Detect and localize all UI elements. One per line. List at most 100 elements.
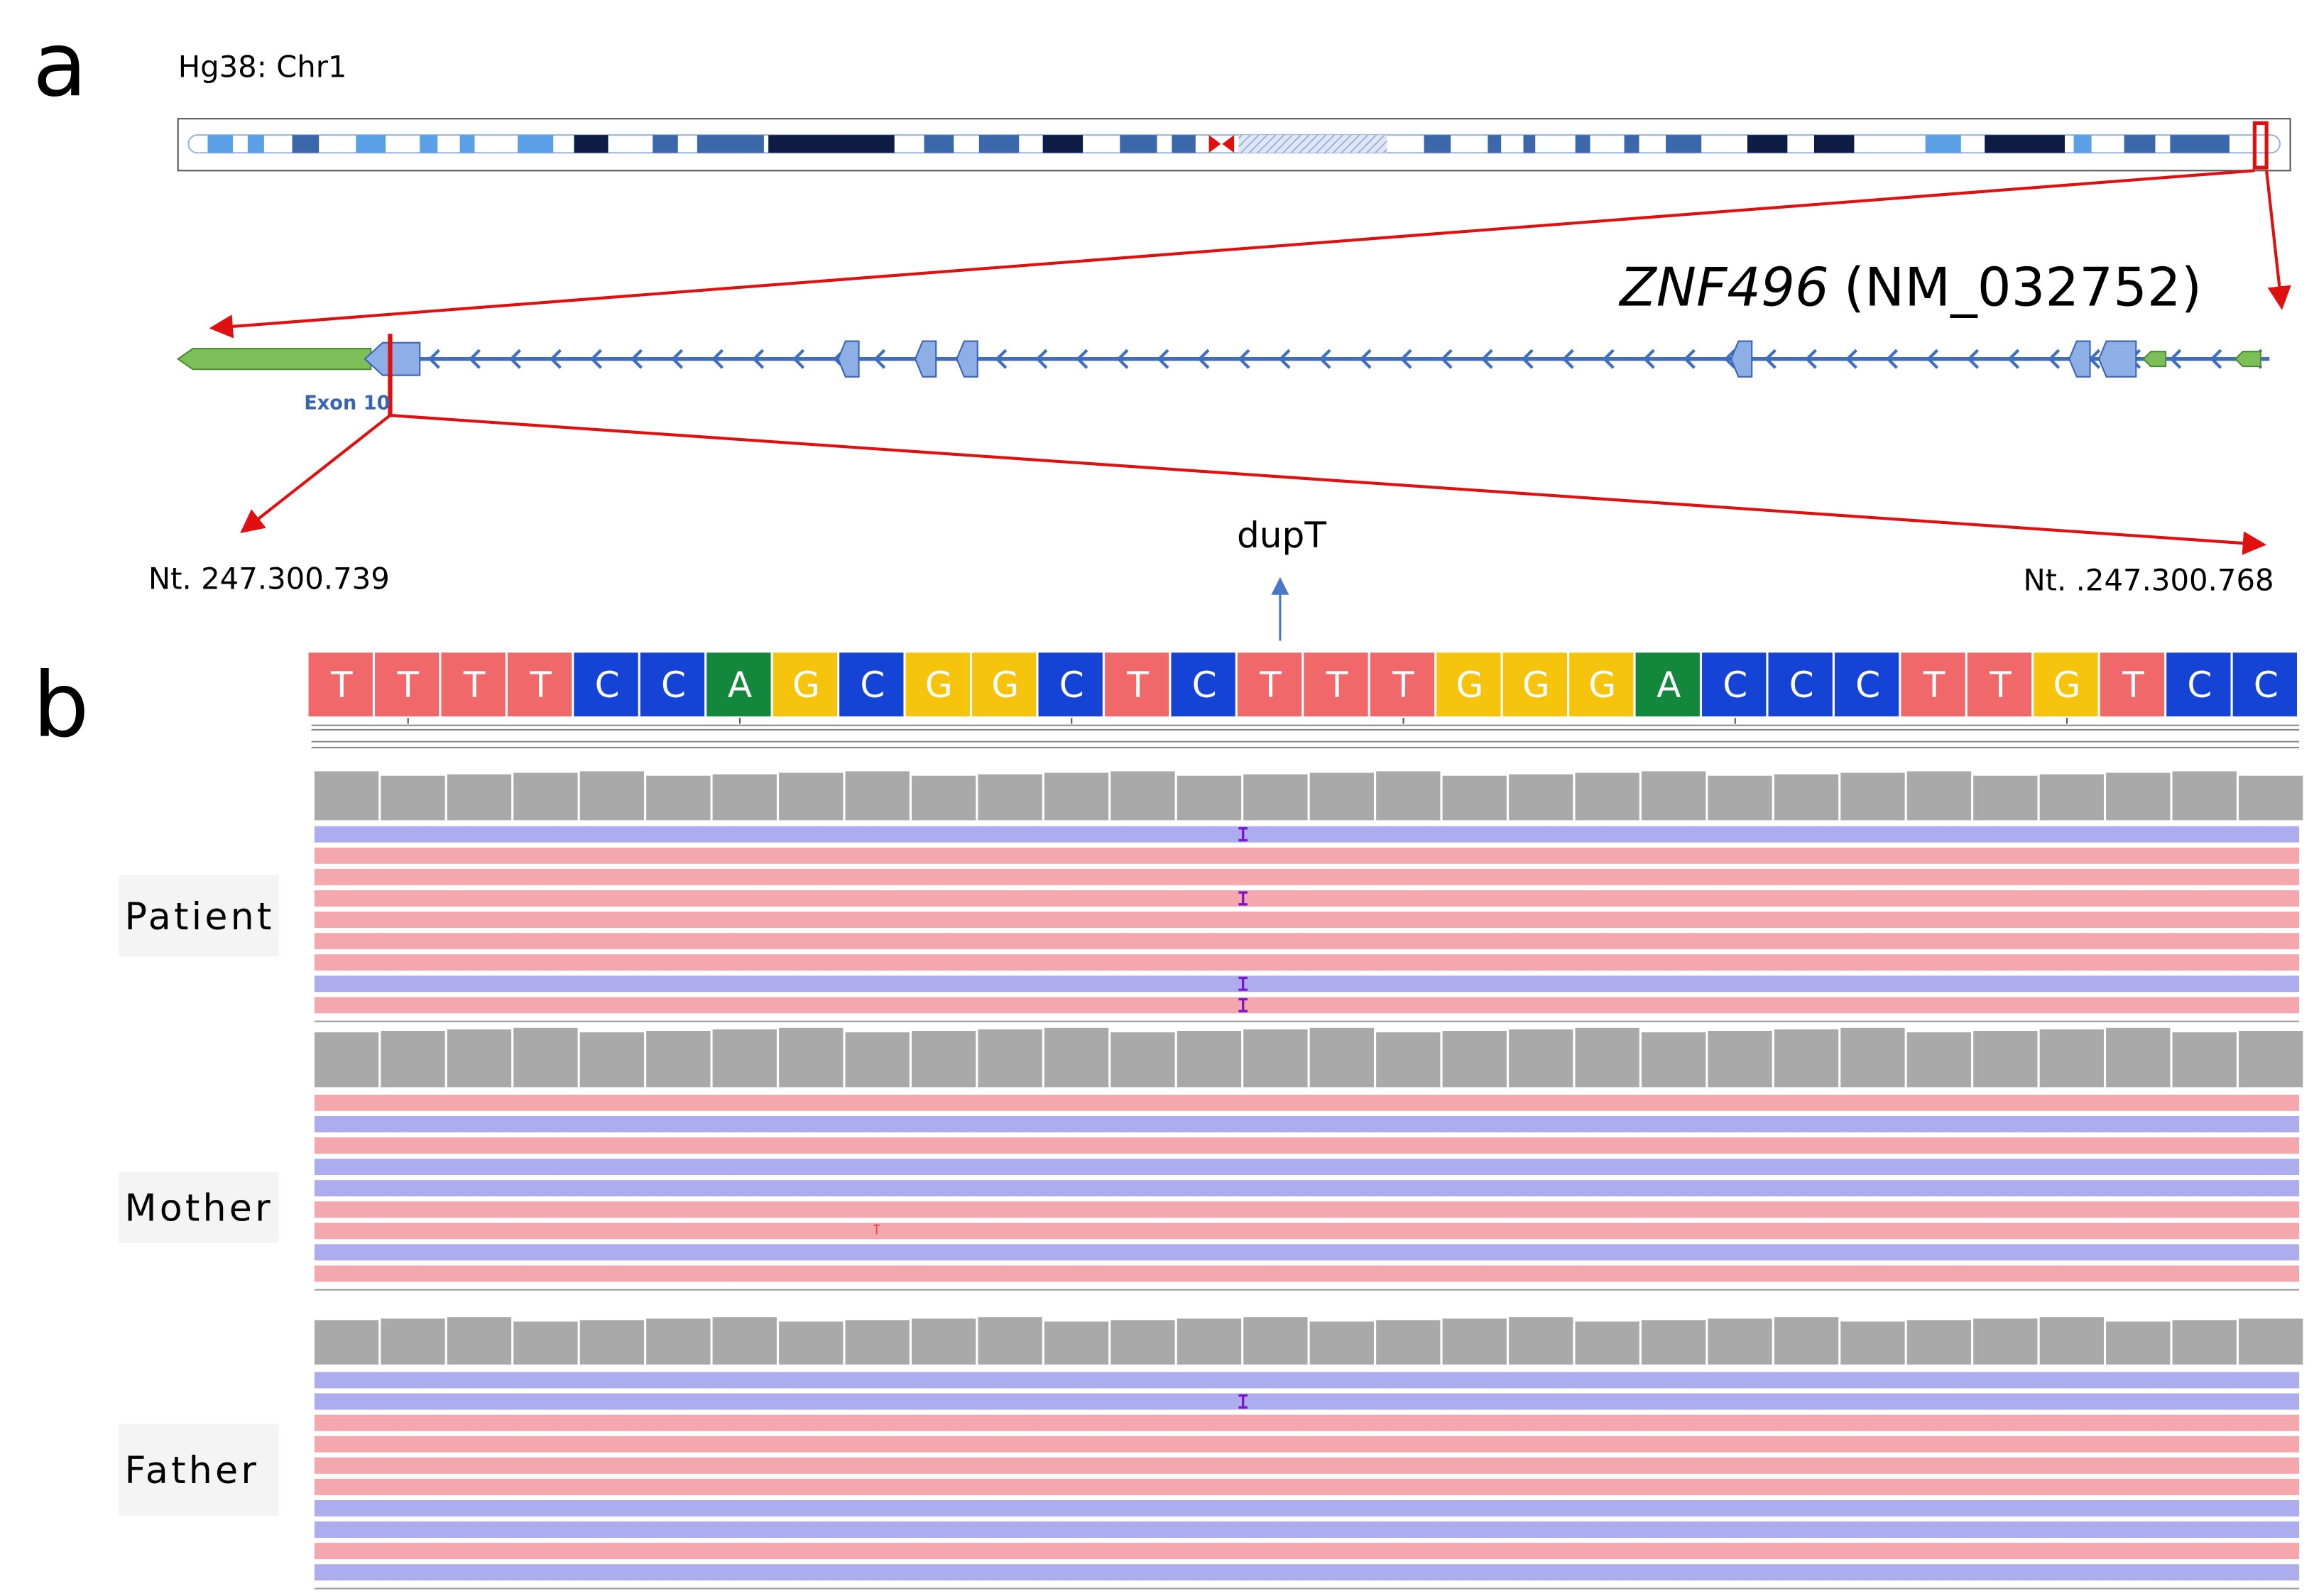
- base-cell: [839, 652, 904, 717]
- coverage-bar: [1840, 1027, 1905, 1088]
- read: [314, 1115, 2300, 1132]
- base: A: [1657, 664, 1681, 706]
- end-coordinate: Nt. .247.300.768: [2023, 563, 2274, 598]
- base-cell: [1702, 652, 1767, 717]
- mismatch: [873, 1224, 880, 1235]
- sample-label: Patient: [124, 896, 274, 939]
- region-box: [2252, 121, 2269, 170]
- chevron: [590, 349, 602, 369]
- coverage-bar: [1243, 1317, 1308, 1365]
- insertion-marker: [1238, 827, 1248, 842]
- read: [314, 997, 2300, 1014]
- heterochromatin: [1238, 135, 1387, 153]
- band: [1985, 135, 2065, 153]
- coverage-bar: [1376, 1320, 1441, 1365]
- band: [653, 135, 678, 153]
- chevron: [1967, 349, 1980, 369]
- band: [1624, 135, 1639, 153]
- chevron: [995, 349, 1008, 369]
- coverage-bar: [1840, 1321, 1905, 1365]
- base-cell: [706, 652, 771, 717]
- coverage-bar: [1044, 1321, 1109, 1365]
- coverage-bar: [712, 1029, 777, 1088]
- chevron: [671, 349, 684, 369]
- coverage-bar: [513, 772, 578, 821]
- exon: [2097, 340, 2137, 378]
- chevron: [2048, 349, 2061, 369]
- read: [314, 1244, 2300, 1261]
- base-cell: [905, 652, 970, 717]
- chevron: [2169, 349, 2182, 369]
- coverage-bar: [381, 1030, 445, 1088]
- chromosome: [187, 134, 2281, 154]
- band: [207, 135, 233, 153]
- band: [924, 135, 954, 153]
- coverage-bar: [447, 1029, 512, 1088]
- coverage-bar: [513, 1321, 578, 1365]
- band: [1575, 135, 1590, 153]
- chevron: [1683, 349, 1696, 369]
- coverage-bar: [1906, 1320, 1972, 1365]
- coverage-bar: [314, 1320, 379, 1365]
- read: [314, 1543, 2300, 1560]
- band: [1042, 135, 1084, 153]
- base-cell: [1104, 652, 1169, 717]
- base: G: [792, 664, 820, 706]
- coverage-bar: [1177, 1030, 1242, 1088]
- base-cell: [1171, 652, 1235, 717]
- chevron: [711, 349, 724, 369]
- base: T: [1923, 664, 1945, 706]
- chevron: [1764, 349, 1777, 369]
- band: [768, 135, 895, 153]
- band: [1747, 135, 1788, 153]
- transcript: (NM_032752): [1844, 256, 2202, 318]
- alignment-view: T T T T C C A G C G G C T C T T T G G G A C C C T T G T C CPatientMot…: [119, 652, 2303, 1590]
- read: [314, 1159, 2300, 1176]
- coverage-bar: [1110, 1032, 1175, 1088]
- coverage-bar: [1641, 1320, 1706, 1365]
- utr: [2142, 351, 2167, 368]
- insertion-marker: [1238, 891, 1248, 906]
- base-cell: [640, 652, 705, 717]
- coverage-bar: [1442, 1318, 1507, 1365]
- base: G: [1522, 664, 1550, 706]
- base: C: [860, 664, 885, 706]
- coverage-bar: [579, 1032, 645, 1088]
- read: [314, 1457, 2300, 1474]
- base-cell: [1635, 652, 1700, 717]
- chevron: [1076, 349, 1088, 369]
- coverage-bar: [579, 1320, 645, 1365]
- base: C: [595, 664, 620, 706]
- band: [356, 135, 386, 153]
- exon: [914, 340, 937, 378]
- band: [1172, 135, 1196, 153]
- zoom-line: [240, 414, 391, 534]
- base: G: [1456, 664, 1484, 706]
- base-cell: [1436, 652, 1501, 717]
- insertion-marker: [1238, 1394, 1248, 1409]
- band: [292, 135, 320, 153]
- base-cell: [507, 652, 572, 717]
- start-coordinate: Nt. 247.300.739: [148, 561, 390, 596]
- coverage-bar: [2172, 771, 2237, 821]
- chevron: [1319, 349, 1331, 369]
- coverage-bar: [2039, 1029, 2104, 1088]
- base: G: [2053, 664, 2081, 706]
- coverage-bar: [1309, 772, 1374, 821]
- coverage-bar: [646, 775, 711, 821]
- chevron: [1035, 349, 1048, 369]
- exons: [837, 340, 2261, 378]
- coverage-bar: [1708, 1318, 1772, 1365]
- coverage-bar: [1840, 772, 1905, 821]
- coverage-bar: [1509, 1029, 1573, 1088]
- chevron: [1886, 349, 1899, 369]
- base-cell: [2100, 652, 2165, 717]
- base-cell: [972, 652, 1037, 717]
- chevron: [1238, 349, 1250, 369]
- coverage-bar: [447, 1317, 512, 1365]
- chevron: [631, 349, 643, 369]
- band: [1488, 135, 1502, 153]
- chevron: [1399, 349, 1412, 369]
- coverage-bar: [1309, 1321, 1374, 1365]
- band: [2073, 135, 2092, 153]
